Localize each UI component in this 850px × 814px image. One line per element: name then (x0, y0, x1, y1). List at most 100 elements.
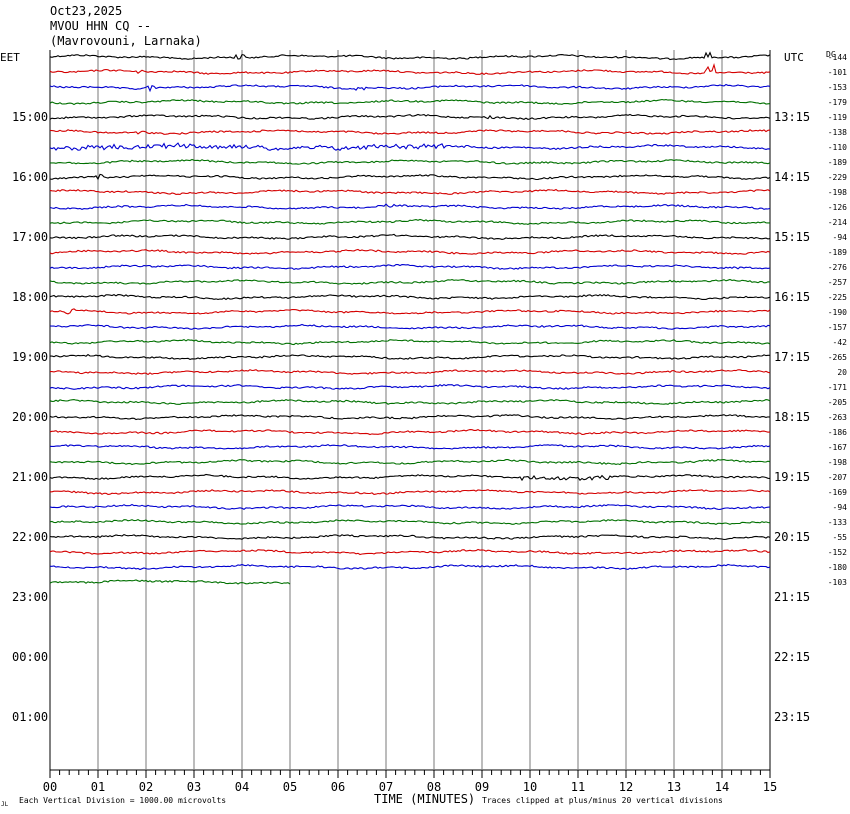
station-code: MVOU HHN CQ -- (50, 19, 152, 33)
right-hour-label: 13:15 (774, 110, 810, 124)
x-tick-label: 07 (379, 780, 393, 794)
seismic-trace-row (50, 563, 771, 571)
seismic-trace-row (49, 278, 771, 285)
dc-offset-value: -110 (828, 143, 847, 152)
seismic-trace-row (49, 98, 771, 106)
left-hour-label: 21:00 (12, 470, 48, 484)
dc-offset-value: -190 (828, 308, 847, 317)
seismic-trace-row (49, 518, 771, 526)
dc-offset-value: -225 (828, 293, 847, 302)
left-hour-label: 00:00 (12, 650, 48, 664)
left-hour-label: 18:00 (12, 290, 48, 304)
seismic-trace-row (50, 158, 771, 165)
x-tick-label: 10 (523, 780, 537, 794)
seismic-trace-row (49, 248, 771, 255)
right-hour-label: 22:15 (774, 650, 810, 664)
dc-offset-value: -189 (828, 248, 847, 257)
dc-offset-value: -133 (828, 518, 847, 527)
station-location: (Mavrovouni, Larnaka) (50, 34, 202, 48)
dc-offset-value: -42 (833, 338, 848, 347)
right-hour-label: 20:15 (774, 530, 810, 544)
seismic-trace-row (49, 323, 771, 330)
right-hour-label: 14:15 (774, 170, 810, 184)
seismic-trace-row (49, 62, 771, 76)
dc-offset-value: -198 (828, 458, 847, 467)
seismic-trace-row (49, 428, 771, 436)
seismic-trace-row (49, 293, 771, 301)
seismic-trace-row (49, 533, 771, 541)
vertical-division-note: Each Vertical Division = 1000.00 microvo… (19, 796, 226, 805)
x-tick-label: 13 (667, 780, 681, 794)
dc-offset-value: -144 (828, 53, 847, 62)
x-tick-label: 11 (571, 780, 585, 794)
dc-offset-value: -152 (828, 548, 847, 557)
seismic-trace-row (49, 188, 771, 195)
x-tick-label: 03 (187, 780, 201, 794)
dc-offset-value: -55 (833, 533, 848, 542)
left-hour-label: 19:00 (12, 350, 48, 364)
left-hour-label: 16:00 (12, 170, 48, 184)
x-tick-label: 09 (475, 780, 489, 794)
dc-offset-value: -189 (828, 158, 847, 167)
seismic-trace-row (49, 473, 771, 482)
x-tick-label: 15 (763, 780, 777, 794)
dc-offset-value: -205 (828, 398, 847, 407)
seismic-trace-row (49, 83, 771, 93)
seismic-trace-row (49, 263, 771, 271)
seismic-traces (49, 51, 771, 585)
dc-offset-value: -101 (828, 68, 847, 77)
dc-offset-value: -157 (828, 323, 847, 332)
dc-offset-value: -179 (828, 98, 847, 107)
right-hour-label: 18:15 (774, 410, 810, 424)
x-axis-label: TIME (MINUTES) (374, 792, 475, 806)
left-hour-label: 01:00 (12, 710, 48, 724)
x-tick-label: 08 (427, 780, 441, 794)
seismic-trace-row (49, 579, 291, 585)
x-tick-label: 02 (139, 780, 153, 794)
dc-offset-value: -263 (828, 413, 847, 422)
x-tick-label: 14 (715, 780, 729, 794)
right-hour-label: 17:15 (774, 350, 810, 364)
dc-offset-header: DC (826, 50, 836, 59)
dc-offset-value: -94 (833, 503, 848, 512)
plot-logo: JL (1, 801, 9, 808)
plot-grid (49, 50, 771, 778)
dc-offset-value: -119 (828, 113, 847, 122)
seismic-trace-row (49, 218, 770, 225)
seismic-trace-row (49, 548, 771, 556)
seismic-trace-row (50, 489, 771, 495)
dc-offset-value: -265 (828, 353, 847, 362)
seismic-trace-row (49, 173, 771, 181)
seismic-trace-row (49, 113, 771, 121)
seismic-trace-row (49, 233, 771, 240)
seismic-trace-row (49, 129, 771, 135)
dc-offset-value: -153 (828, 83, 847, 92)
right-hour-label: 15:15 (774, 230, 810, 244)
dc-offset-value: -198 (828, 188, 847, 197)
left-timezone-label: EET (0, 51, 20, 64)
seismic-trace-row (49, 458, 771, 466)
seismic-trace-row (49, 383, 771, 390)
dc-offset-value: -229 (828, 173, 847, 182)
x-tick-label: 12 (619, 780, 633, 794)
left-hour-label: 17:00 (12, 230, 48, 244)
left-hour-label: 20:00 (12, 410, 48, 424)
dc-offset-value: -276 (828, 263, 847, 272)
seismic-trace-row (50, 369, 771, 376)
plot-date: Oct23,2025 (50, 4, 123, 18)
dc-offset-value: -214 (828, 218, 847, 227)
seismic-trace-row (49, 203, 771, 211)
dc-offset-value: -186 (828, 428, 847, 437)
left-hour-label: 23:00 (12, 590, 48, 604)
right-hour-label: 19:15 (774, 470, 810, 484)
seismic-trace-row (49, 398, 771, 405)
x-tick-label: 05 (283, 780, 297, 794)
seismic-trace-row (49, 51, 771, 61)
dc-offset-value: -171 (828, 383, 847, 392)
dc-offset-value: -138 (828, 128, 847, 137)
seismic-trace-row (49, 443, 771, 450)
left-hour-label: 15:00 (12, 110, 48, 124)
dc-offset-value: -103 (828, 578, 847, 587)
dc-offset-value: -180 (828, 563, 847, 572)
